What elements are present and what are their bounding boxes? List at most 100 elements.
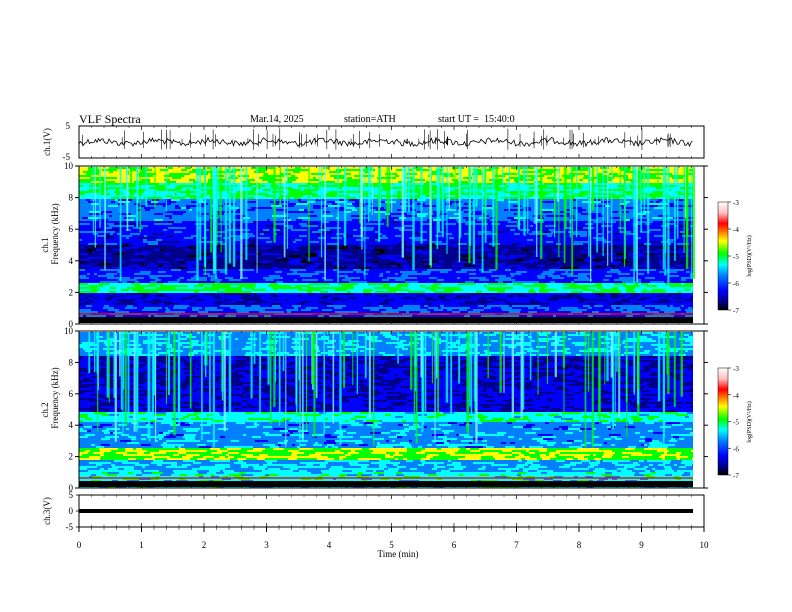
spectrogram-cell (608, 171, 612, 173)
spectrogram-cell (129, 261, 136, 263)
spectrogram-cell (595, 283, 602, 285)
spectrogram-cell (319, 241, 328, 243)
spectrogram-cell (617, 201, 620, 203)
spectrogram-cell (397, 277, 402, 279)
spectrogram-cell (581, 239, 584, 241)
spectrogram-cell (122, 235, 132, 237)
spectrogram-cell (163, 205, 166, 207)
spectrogram-cell (325, 199, 337, 201)
spectrogram-cell (166, 205, 172, 207)
spectrogram-cell (321, 263, 333, 265)
spectrogram-cell (604, 223, 609, 225)
spectrogram-cell (84, 271, 92, 273)
spectrogram-cell (687, 241, 693, 243)
spectrogram-cell (485, 245, 490, 247)
spectrogram-cell (176, 201, 182, 203)
spectrogram-cell (482, 279, 489, 281)
spectrogram-cell (90, 179, 94, 181)
spectrogram-cell (646, 169, 658, 171)
spectrogram-cell (308, 239, 315, 241)
spectrogram-cell (655, 265, 660, 267)
spectrogram-cell (491, 257, 495, 259)
spectrogram-cell (108, 261, 112, 263)
spectrogram-cell (123, 273, 134, 275)
spectrogram-cell (325, 183, 330, 185)
spectrogram-cell (611, 231, 620, 233)
spectrogram-cell (308, 215, 317, 217)
spectrogram-cell (375, 213, 378, 215)
spectrogram-cell (91, 231, 103, 233)
spectrogram-cell (273, 229, 280, 231)
spectrogram-cell (439, 249, 448, 251)
spectrogram-cell (248, 191, 255, 193)
spectrogram-cell (608, 179, 612, 181)
spectrogram-cell (254, 231, 259, 233)
spectrogram-cell (263, 175, 267, 177)
spectrogram-cell (400, 271, 411, 273)
spectrogram-cell (669, 215, 679, 217)
spectrogram-cell (562, 279, 574, 281)
spectrogram-cell (380, 239, 383, 241)
spectrogram-cell (545, 275, 548, 277)
spectrogram-cell (108, 281, 118, 283)
spectrogram-cell (168, 221, 174, 223)
spectrogram-cell (627, 215, 632, 217)
spectrogram-cell (656, 201, 660, 203)
spectrogram-cell (670, 281, 679, 283)
spectrogram-cell (249, 237, 258, 239)
spectrogram-cell (305, 181, 316, 183)
spectrogram-cell (517, 231, 529, 233)
spectrogram-cell (416, 263, 424, 265)
spectrogram-cell (477, 219, 483, 221)
spectrogram-cell (680, 231, 684, 233)
spectrogram-cell (194, 281, 205, 283)
spectrogram-cell (494, 275, 500, 277)
spectrogram-cell (547, 239, 559, 241)
spectrogram-cell (577, 283, 589, 285)
spectrogram-cell (226, 243, 231, 245)
spectrogram-cell (244, 171, 254, 173)
spectrogram-cell (470, 205, 473, 207)
spectrogram-cell (257, 247, 260, 249)
spectrogram-cell (637, 263, 644, 265)
spectrogram-cell (161, 231, 167, 233)
spectrogram-cell (541, 187, 549, 189)
spectrogram-cell (266, 197, 278, 199)
spectrogram-cell (128, 197, 137, 199)
spectrogram-cell (395, 281, 405, 283)
spectrogram-cell (514, 259, 525, 261)
spectrogram-cell (118, 251, 126, 253)
spectrogram-cell (526, 177, 531, 179)
spectrogram-cell (444, 279, 454, 281)
spectrogram-cell (497, 225, 506, 227)
spectrogram-cell (330, 239, 335, 241)
spectrogram-cell (231, 265, 240, 267)
spectrogram-cell (686, 233, 693, 235)
spectrogram-cell (372, 257, 381, 259)
spectrogram-cell (324, 235, 334, 237)
spectrogram-cell (405, 191, 410, 193)
spectrogram-cell (285, 249, 292, 251)
spectrogram-cell (328, 205, 340, 207)
spectrogram-cell (532, 199, 535, 201)
spectrogram-cell (497, 171, 505, 173)
spectrogram-cell (247, 201, 256, 203)
spectrogram-cell (547, 177, 554, 179)
spectrogram-cell (278, 221, 288, 223)
spectrogram-cell (458, 181, 468, 183)
spectrogram-cell (278, 263, 290, 265)
spectrogram-cell (356, 191, 359, 193)
spectrogram-cell (124, 179, 128, 181)
spectrogram-cell (641, 281, 650, 283)
spectrogram-cell (460, 205, 464, 207)
spectrogram-cell (280, 173, 291, 175)
spectrogram-cell (340, 175, 344, 177)
spectrogram-cell (307, 175, 316, 177)
spectrogram-cell (89, 205, 100, 207)
spectrogram-cell (318, 265, 329, 267)
spectrogram-cell (164, 179, 170, 181)
spectrogram-cell (309, 179, 319, 181)
spectrogram-cell (302, 267, 306, 269)
spectrogram-cell (343, 217, 354, 219)
spectrogram-cell (154, 249, 160, 251)
